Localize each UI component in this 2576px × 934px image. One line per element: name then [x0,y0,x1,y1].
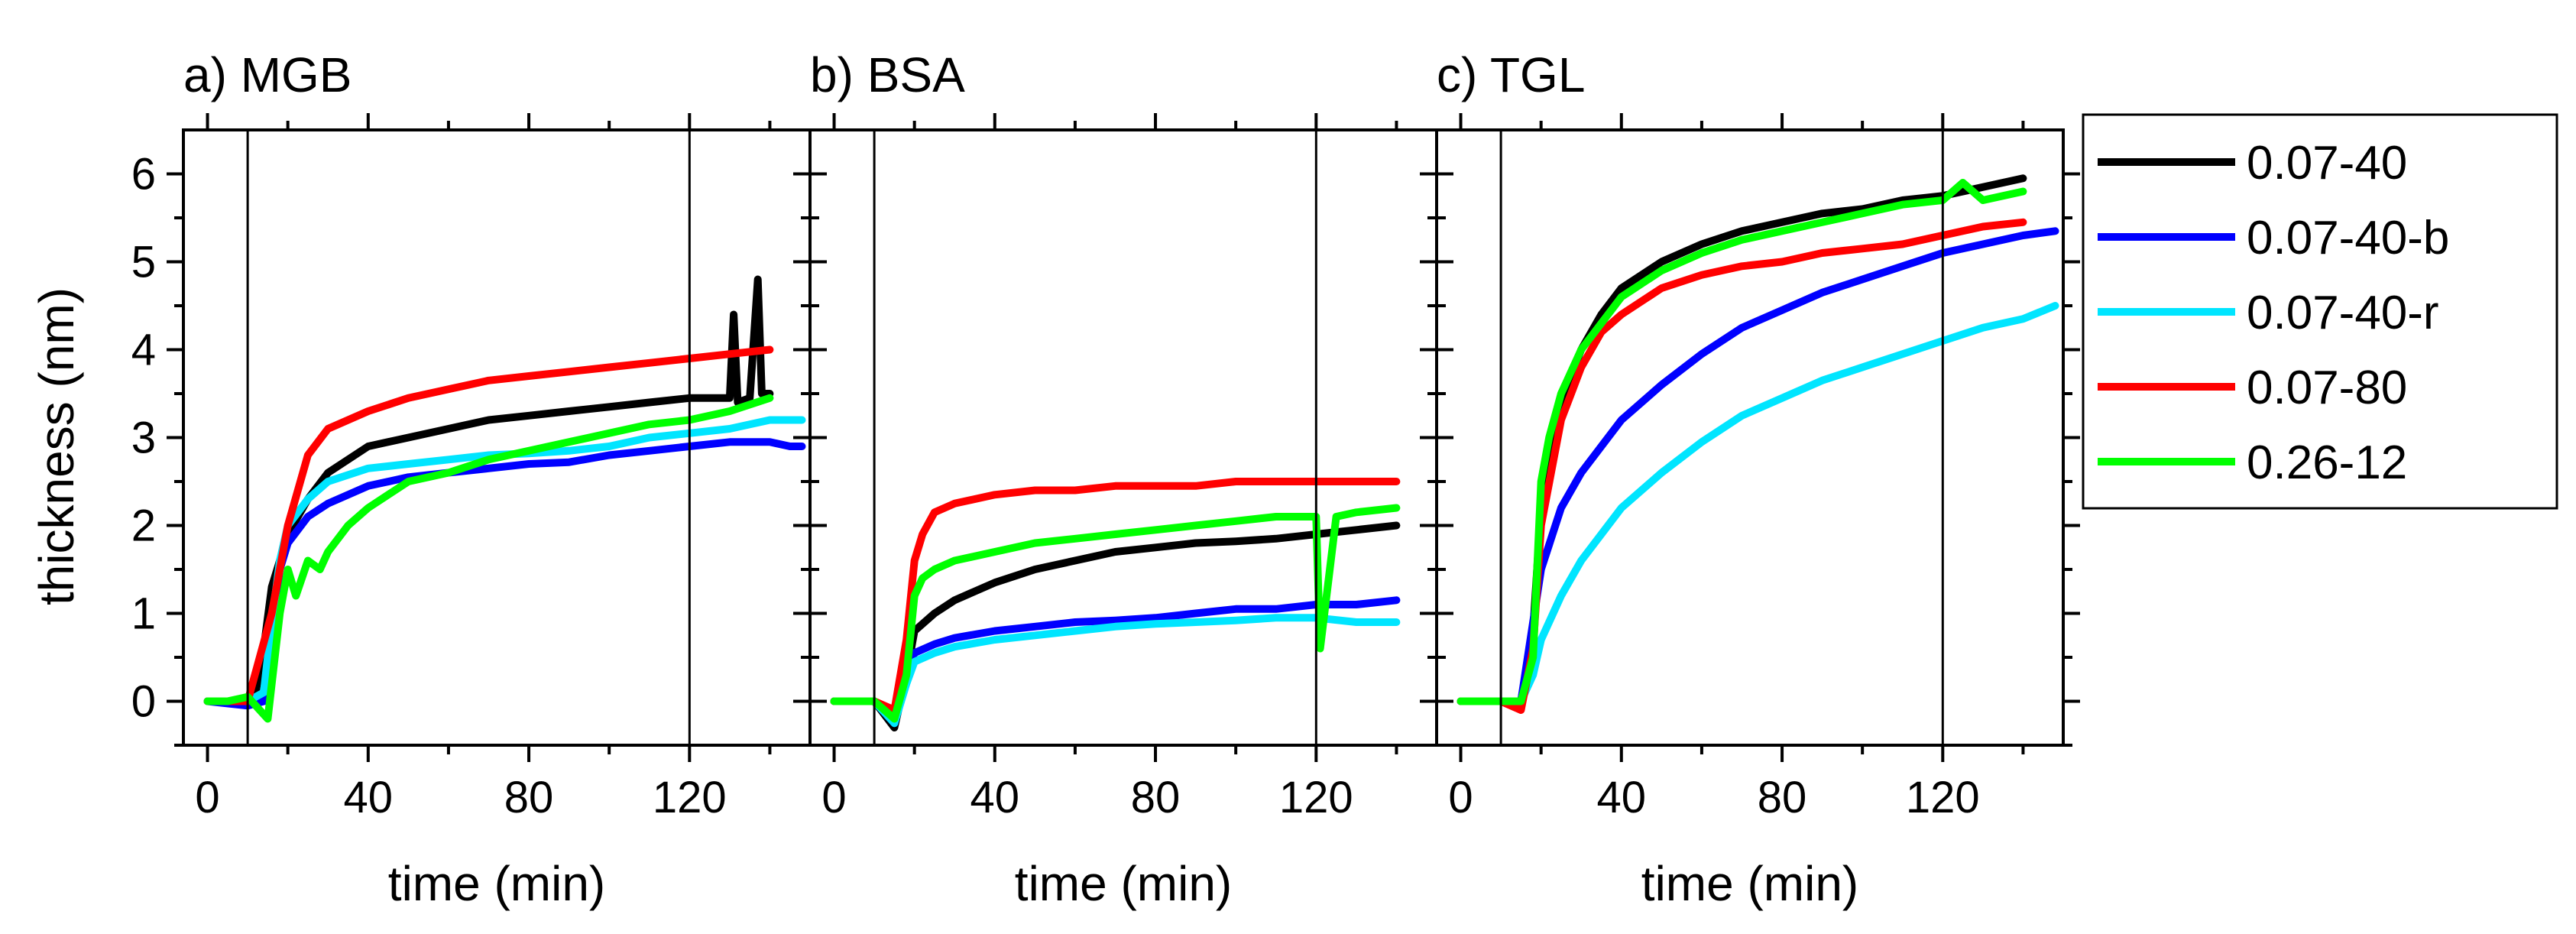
series-line-0.07-40-r [830,614,1401,728]
panel-title: a) MGB [183,47,352,102]
x-tick-label: 40 [1597,773,1647,822]
x-tick-label: 80 [1758,773,1807,822]
series-line-0.07-40-r [203,416,806,705]
y-tick-label: 2 [131,501,156,551]
series-line-0.07-80 [203,345,774,705]
panel-1: a) MGB 0 40 80 120 0 1 2 3 4 5 6 time (min) [131,47,827,911]
x-tick-label: 40 [344,773,394,822]
panel-2: b) BSA 0 40 80 120 time (min) [793,47,1453,911]
panel-title: c) TGL [1437,47,1585,102]
x-tick-label: 0 [821,773,846,822]
series-line-0.07-40 [203,275,774,705]
x-tick-label: 120 [653,773,727,822]
x-axis-title: time (min) [388,856,605,911]
x-axis-title: time (min) [1015,856,1232,911]
legend-label: 0.26-12 [2247,436,2407,489]
series-line-0.26-12 [203,394,774,723]
y-tick-label: 1 [131,589,156,639]
legend-item: 0.07-80 [2098,362,2407,414]
series-line-0.26-12 [1456,179,2027,705]
y-tick-label: 4 [131,326,156,375]
x-axis-title: time (min) [1641,856,1858,911]
legend-label: 0.07-40 [2247,137,2407,190]
x-tick-label: 120 [1906,773,1980,822]
y-tick-label: 6 [131,150,156,199]
y-tick-label: 3 [131,413,156,463]
x-tick-label: 80 [504,773,554,822]
legend: 0.07-40 0.07-40-b 0.07-40-r 0.07-80 0.26-12 [2082,113,2558,510]
x-tick-label: 80 [1131,773,1181,822]
x-tick-label: 0 [1448,773,1473,822]
y-tick-label: 0 [131,677,156,727]
panel-title: b) BSA [810,47,965,102]
legend-item: 0.07-40-b [2098,212,2449,264]
y-tick-label: 5 [131,238,156,287]
legend-label: 0.07-40-r [2247,287,2439,339]
legend-item: 0.26-12 [2098,436,2407,489]
x-tick-label: 120 [1279,773,1353,822]
legend-item: 0.07-40-r [2098,287,2439,339]
panel-3: c) TGL 0 40 80 120 time (min) [1420,47,2080,911]
y-axis-title: thickness (nm) [29,287,84,605]
panels: a) MGB 0 40 80 120 0 1 2 3 4 5 6 time (min) b) BSA 0 40… [131,47,2080,911]
x-tick-label: 40 [970,773,1020,822]
legend-label: 0.07-40-b [2247,212,2449,264]
legend-label: 0.07-80 [2247,362,2407,414]
x-tick-label: 0 [195,773,219,822]
legend-item: 0.07-40 [2098,137,2407,190]
series-line-0.07-40-r [1456,302,2059,705]
series-line-0.26-12 [830,504,1401,723]
